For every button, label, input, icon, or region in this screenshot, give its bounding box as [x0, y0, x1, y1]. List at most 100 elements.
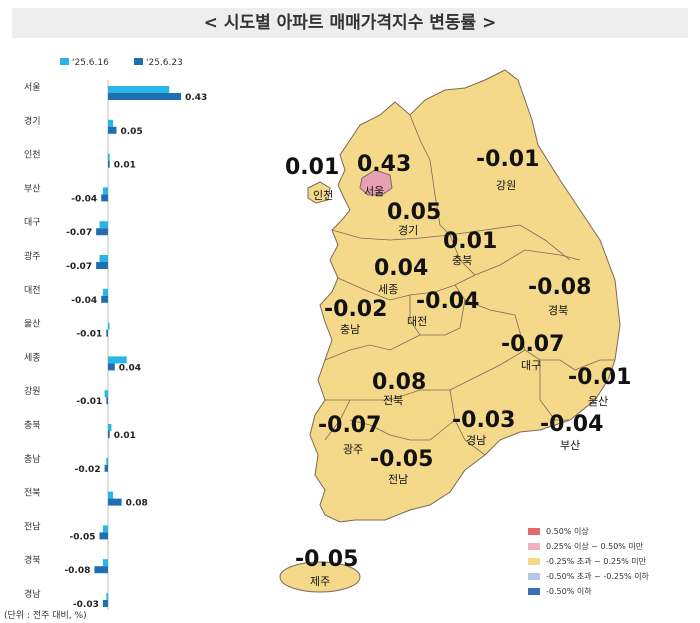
data-label: 0.04	[119, 363, 141, 373]
bar-series1	[102, 559, 108, 567]
map-seoul	[359, 169, 393, 196]
bar-series2	[102, 600, 108, 607]
map-region-name: 경기	[398, 224, 419, 237]
bar-series1	[108, 356, 127, 364]
category-label: 전북	[24, 488, 41, 499]
bar-series2	[106, 329, 108, 337]
bar-series2	[108, 431, 110, 438]
map-value-label: -0.04	[540, 412, 604, 437]
map-jeju	[279, 561, 361, 593]
map-region-name: 대구	[521, 359, 542, 372]
data-label: 0.01	[114, 161, 136, 171]
bar-series2	[108, 160, 110, 168]
map-value-label: 0.01	[285, 155, 340, 180]
bar-series2	[108, 363, 115, 371]
map-legend: 0.50% 이상 0.25% 이상 ~ 0.50% 미만 -0.25% 초과 ~ 0…	[528, 526, 688, 601]
legend-row: -0.50% 초과 ~ -0.25% 이하	[528, 571, 688, 583]
category-label: 전남	[24, 521, 41, 532]
map-region-name: 서울	[364, 185, 385, 198]
bar-series1	[106, 457, 108, 465]
legend-swatch	[528, 558, 540, 565]
category-label: 충북	[24, 420, 41, 431]
title-bar: < 시도별 아파트 매매가격지수 변동률 >	[12, 8, 688, 38]
data-label: -0.03	[73, 600, 99, 610]
korea-map	[279, 69, 621, 593]
legend-swatch	[528, 543, 540, 550]
category-label: 광주	[24, 250, 41, 262]
data-label: -0.04	[71, 194, 97, 204]
map-incheon	[307, 181, 331, 204]
map-boundaries	[324, 114, 615, 456]
map-value-label: -0.01	[476, 147, 540, 172]
legend-row: 0.25% 이상 ~ 0.50% 미만	[528, 541, 688, 553]
bar-series1	[104, 390, 108, 398]
bar-series2	[108, 498, 122, 506]
page-title: < 시도별 아파트 매매가격지수 변동률 >	[203, 13, 497, 33]
map-region-name: 광주	[343, 443, 364, 456]
data-label: -0.01	[76, 330, 102, 340]
category-label: 대전	[24, 285, 41, 296]
map-value-label: -0.05	[370, 447, 434, 472]
map-value-label: 0.43	[357, 152, 412, 177]
map-region-name: 경북	[548, 304, 569, 317]
bar-series2	[99, 532, 108, 540]
legend-swatch-series2	[134, 58, 143, 65]
data-label: -0.02	[75, 465, 101, 475]
map-value-label: -0.04	[416, 289, 480, 314]
map-value-label: 0.01	[443, 229, 498, 254]
legend-label: -0.50% 이하	[546, 587, 592, 596]
bar-series1	[99, 255, 108, 262]
map-region-name: 부산	[560, 439, 581, 452]
map-value-label: -0.03	[452, 408, 516, 433]
legend-label-series1: '25.6.16	[72, 58, 109, 68]
bar-series1	[108, 119, 114, 127]
map-region-name: 전북	[383, 394, 404, 407]
map-region-name: 충북	[452, 254, 473, 267]
legend-label: 0.25% 이상 ~ 0.50% 미만	[546, 542, 644, 551]
legend-row: 0.50% 이상	[528, 526, 688, 538]
legend-swatch-series1	[60, 58, 69, 65]
bar-series2	[104, 464, 108, 472]
legend-label: -0.25% 초과 ~ 0.25% 미만	[546, 557, 647, 566]
map-region-name: 울산	[588, 395, 609, 408]
data-label: 0.08	[126, 499, 148, 509]
legend-label: 0.50% 이상	[546, 527, 589, 536]
map-region-name: 인천	[313, 189, 334, 202]
bar-series2	[106, 397, 108, 405]
legend-swatch	[528, 588, 540, 595]
bar-series1	[108, 86, 170, 93]
legend-label: -0.50% 초과 ~ -0.25% 이하	[546, 572, 649, 581]
data-label: 0.01	[114, 431, 136, 441]
bar-series1	[108, 424, 112, 431]
data-label: -0.01	[76, 397, 102, 407]
map-region-name: 전남	[388, 473, 409, 486]
bar-chart: '25.6.16 '25.6.23 서울 0.43 경기 0.05 인천 0.01 부산 -0.0…	[24, 58, 207, 610]
bar-series1	[102, 288, 108, 296]
category-label: 경남	[24, 588, 41, 600]
bar-series2	[101, 194, 108, 202]
map-value-label: 0.08	[372, 370, 427, 395]
category-label: 세종	[24, 352, 41, 363]
map-value-label: -0.05	[295, 547, 359, 572]
map-region-name: 강원	[496, 179, 517, 192]
map-region-name: 경남	[466, 434, 487, 447]
data-label: -0.07	[66, 228, 92, 238]
map-region-name: 세종	[378, 283, 399, 296]
bar-series1	[102, 525, 108, 533]
bar-series1	[99, 221, 108, 229]
category-label: 서울	[24, 82, 41, 93]
map-value-label: -0.02	[324, 297, 388, 322]
legend-label-series2: '25.6.23	[146, 58, 183, 68]
map-value-label: 0.04	[374, 256, 429, 281]
data-label: 0.05	[121, 127, 143, 137]
legend-swatch	[528, 528, 540, 535]
data-label: -0.08	[64, 566, 90, 576]
map-region-name: 충남	[340, 323, 361, 336]
bar-series2	[108, 126, 117, 134]
category-label: 강원	[24, 386, 41, 397]
bar-series2	[96, 262, 108, 269]
map-value-label: -0.07	[318, 413, 382, 438]
map-region-name: 제주	[310, 575, 331, 588]
bar-series2	[94, 566, 108, 574]
data-label: -0.05	[70, 532, 96, 542]
